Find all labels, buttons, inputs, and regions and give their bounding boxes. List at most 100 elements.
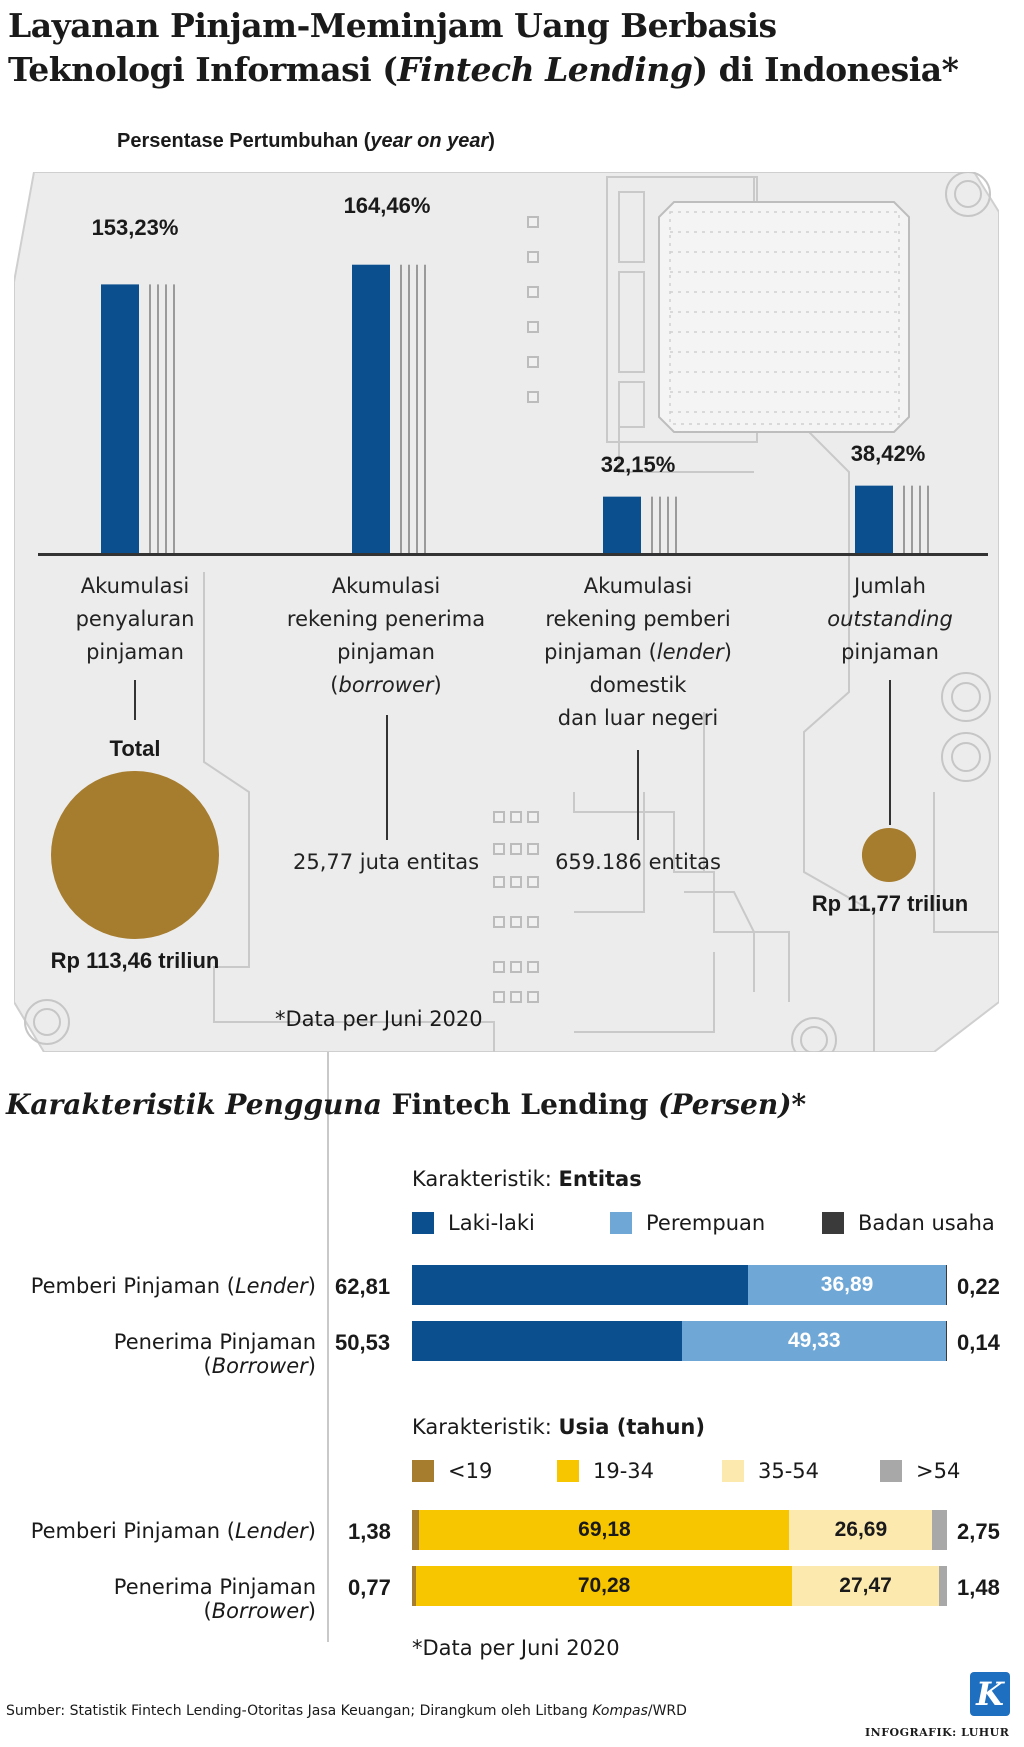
- bar-decor-line: [911, 485, 913, 553]
- segment-label: 49,33: [788, 1329, 841, 1352]
- bar-value-label: 32,15%: [600, 452, 676, 477]
- title-line-1: Layanan Pinjam-Meminjam Uang Berbasis: [8, 6, 777, 45]
- divider-line: [327, 1052, 329, 1642]
- row-label-part: ): [307, 1354, 316, 1378]
- entitas-laki-value: 50,53: [335, 1330, 391, 1355]
- source-text: Sumber: Statistik Fintech Lending-Otorit…: [6, 1703, 687, 1719]
- entitas-heading-bold: Entitas: [558, 1167, 642, 1191]
- bar-segment: [412, 1510, 420, 1550]
- category-label-penyaluran: Akumulasi penyaluran pinjaman: [15, 570, 255, 669]
- label-part: (: [330, 673, 339, 697]
- label-line: Akumulasi: [80, 574, 190, 598]
- bar-decor-line: [408, 264, 410, 553]
- section-heading-italic-2: (Persen): [658, 1088, 792, 1121]
- bar-decor-line: [173, 284, 175, 553]
- connector-line: [386, 715, 388, 840]
- bar-segment: 70,28: [416, 1566, 793, 1606]
- source-post: /WRD: [647, 1703, 687, 1719]
- bar-segment: [946, 1321, 947, 1361]
- label-line: pinjaman: [841, 640, 939, 664]
- label-line: pinjaman (lender): [518, 636, 758, 669]
- legend-item-laki: Laki-laki: [412, 1211, 535, 1235]
- category-label-borrower: Akumulasi rekening penerima pinjaman (bo…: [266, 570, 506, 702]
- legend-item-badan-usaha: Badan usaha: [822, 1211, 995, 1235]
- usia-bar-lender: 69,18 26,69: [412, 1510, 947, 1550]
- connector-line: [637, 750, 639, 840]
- bar-segment: 69,18: [419, 1510, 790, 1550]
- growth-subtitle-post: ): [488, 130, 495, 152]
- legend-item-under-19: <19: [412, 1459, 492, 1483]
- entitas-badan-value: 0,14: [957, 1330, 1000, 1355]
- label-part-italic: borrower: [338, 673, 434, 697]
- growth-bar: [101, 284, 139, 553]
- entitas-heading-pre: Karakteristik:: [412, 1167, 559, 1191]
- growth-bar: [352, 264, 390, 553]
- title-line-2: Teknologi Informasi (Fintech Lending) di…: [8, 48, 1008, 92]
- usia-under-19-value: 1,38: [348, 1519, 391, 1544]
- bar-segment: 26,69: [789, 1510, 933, 1550]
- outstanding-value: Rp 11,77 triliun: [811, 891, 969, 916]
- bar-decor-line: [903, 485, 905, 553]
- bar-decor-line: [165, 284, 167, 553]
- kompas-logo: K: [970, 1672, 1010, 1716]
- bar-decor-line: [157, 284, 159, 553]
- bar-segment: [945, 1265, 947, 1305]
- row-label-part: Pemberi Pinjaman (: [30, 1519, 235, 1543]
- infographic-title: Layanan Pinjam-Meminjam Uang Berbasis Te…: [8, 4, 1008, 92]
- label-line: dan luar negeri: [557, 706, 719, 730]
- label-part: ): [723, 640, 732, 664]
- label-line: domestik: [589, 673, 687, 697]
- bar-segment: 49,33: [682, 1321, 947, 1361]
- bar-decor-line: [400, 264, 402, 553]
- section-heading-italic: Karakteristik Pengguna: [6, 1088, 382, 1121]
- bar-segment: [412, 1566, 417, 1606]
- growth-subtitle: Persentase Pertumbuhan (year on year): [117, 130, 495, 153]
- legend-swatch: [412, 1460, 434, 1482]
- segment-label: 70,28: [577, 1574, 631, 1597]
- total-amount-circle: [51, 771, 219, 939]
- growth-bar: [603, 496, 641, 553]
- category-label-lender: Akumulasi rekening pemberi pinjaman (len…: [518, 570, 758, 735]
- bar-segment: [932, 1510, 947, 1550]
- row-label-part: ): [307, 1599, 316, 1623]
- total-label: Total: [109, 736, 161, 761]
- label-part: pinjaman (: [544, 640, 657, 664]
- bar-decor-line: [149, 284, 151, 553]
- section-heading-post: *: [791, 1088, 807, 1121]
- category-label-outstanding: Jumlah outstanding pinjaman: [770, 570, 1010, 669]
- bar-value-label: 164,46%: [343, 193, 431, 218]
- bar-value-label: 153,23%: [91, 215, 179, 240]
- entitas-row-label-borrower: Penerima Pinjaman (Borrower): [6, 1330, 316, 1378]
- entitas-row-label-lender: Pemberi Pinjaman (Lender): [6, 1274, 316, 1298]
- label-part-italic: lender: [656, 640, 724, 664]
- data-note: *Data per Juni 2020: [275, 1007, 483, 1031]
- legend-swatch: [412, 1212, 434, 1234]
- row-label-part: ): [307, 1274, 316, 1298]
- entitas-bar-lender: 36,89: [412, 1265, 947, 1305]
- label-line: penyaluran: [75, 607, 195, 631]
- entitas-laki-value: 62,81: [335, 1274, 391, 1299]
- bar-segment: 36,89: [748, 1265, 946, 1305]
- growth-bar-chart: [38, 264, 988, 556]
- legend-label: Laki-laki: [448, 1211, 535, 1235]
- bar-segment: [412, 1265, 749, 1305]
- section-heading-mid: Fintech Lending: [381, 1088, 659, 1121]
- source-italic: Kompas: [592, 1703, 648, 1719]
- source-pre: Sumber: Statistik Fintech Lending-Otorit…: [6, 1703, 593, 1719]
- growth-bar: [855, 485, 893, 553]
- section-heading: Karakteristik Pengguna Fintech Lending (…: [6, 1088, 806, 1121]
- bar-decor-line: [424, 264, 426, 553]
- bar-decor-line: [416, 264, 418, 553]
- label-line: Jumlah: [854, 574, 926, 598]
- bar-decor-line: [651, 496, 653, 553]
- legend-swatch: [610, 1212, 632, 1234]
- bar-segment: [939, 1566, 947, 1606]
- segment-label: 27,47: [839, 1574, 892, 1597]
- bar-decor-line: [927, 485, 929, 553]
- legend-label: Badan usaha: [858, 1211, 995, 1235]
- row-label-italic: Borrower: [211, 1354, 308, 1378]
- legend-item-perempuan: Perempuan: [610, 1211, 765, 1235]
- usia-heading-pre: Karakteristik:: [412, 1415, 559, 1439]
- lender-value: 659.186 entitas: [555, 850, 721, 874]
- footer-note: *Data per Juni 2020: [412, 1636, 620, 1660]
